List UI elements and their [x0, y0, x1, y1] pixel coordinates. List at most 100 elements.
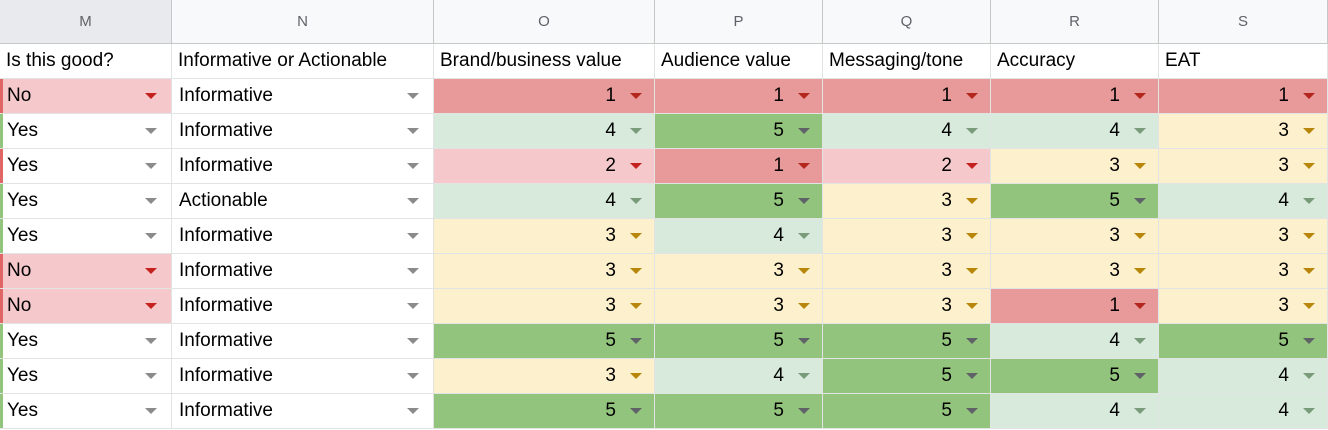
dropdown-arrow-icon[interactable] [1303, 338, 1315, 344]
eat-score-dropdown[interactable]: 3 [1159, 289, 1328, 324]
dropdown-arrow-icon[interactable] [798, 408, 810, 414]
audience-value-score-dropdown[interactable]: 3 [655, 254, 823, 289]
brand-value-score-dropdown[interactable]: 1 [434, 79, 655, 114]
dropdown-arrow-icon[interactable] [966, 93, 978, 99]
audience-value-score-dropdown[interactable]: 5 [655, 184, 823, 219]
dropdown-arrow-icon[interactable] [630, 268, 642, 274]
dropdown-arrow-icon[interactable] [798, 303, 810, 309]
eat-score-dropdown[interactable]: 4 [1159, 184, 1328, 219]
accuracy-score-dropdown[interactable]: 1 [991, 79, 1159, 114]
audience-value-score-dropdown[interactable]: 4 [655, 219, 823, 254]
is-good-dropdown[interactable]: Yes [0, 184, 172, 219]
dropdown-arrow-icon[interactable] [1303, 268, 1315, 274]
column-header-o[interactable]: O [434, 0, 655, 44]
audience-value-score-dropdown[interactable]: 1 [655, 79, 823, 114]
audience-value-score-dropdown[interactable]: 5 [655, 324, 823, 359]
messaging-tone-score-dropdown[interactable]: 3 [823, 254, 991, 289]
is-good-dropdown[interactable]: Yes [0, 324, 172, 359]
dropdown-arrow-icon[interactable] [798, 93, 810, 99]
dropdown-arrow-icon[interactable] [1134, 93, 1146, 99]
is-good-dropdown[interactable]: Yes [0, 114, 172, 149]
dropdown-arrow-icon[interactable] [966, 408, 978, 414]
column-header-m[interactable]: M [0, 0, 172, 44]
brand-value-score-dropdown[interactable]: 4 [434, 114, 655, 149]
is-good-dropdown[interactable]: Yes [0, 219, 172, 254]
dropdown-arrow-icon[interactable] [966, 303, 978, 309]
audience-value-score-dropdown[interactable]: 5 [655, 394, 823, 429]
dropdown-arrow-icon[interactable] [1134, 268, 1146, 274]
dropdown-arrow-icon[interactable] [145, 338, 157, 344]
informative-actionable-dropdown[interactable]: Informative [172, 79, 434, 114]
dropdown-arrow-icon[interactable] [630, 93, 642, 99]
header-cell-audience-value[interactable]: Audience value [655, 44, 823, 79]
accuracy-score-dropdown[interactable]: 5 [991, 359, 1159, 394]
dropdown-arrow-icon[interactable] [966, 338, 978, 344]
is-good-dropdown[interactable]: No [0, 254, 172, 289]
brand-value-score-dropdown[interactable]: 2 [434, 149, 655, 184]
dropdown-arrow-icon[interactable] [407, 163, 419, 169]
dropdown-arrow-icon[interactable] [1303, 198, 1315, 204]
column-header-n[interactable]: N [172, 0, 434, 44]
dropdown-arrow-icon[interactable] [630, 338, 642, 344]
accuracy-score-dropdown[interactable]: 4 [991, 324, 1159, 359]
dropdown-arrow-icon[interactable] [630, 198, 642, 204]
dropdown-arrow-icon[interactable] [1303, 163, 1315, 169]
eat-score-dropdown[interactable]: 3 [1159, 254, 1328, 289]
informative-actionable-dropdown[interactable]: Informative [172, 324, 434, 359]
dropdown-arrow-icon[interactable] [1134, 163, 1146, 169]
dropdown-arrow-icon[interactable] [145, 268, 157, 274]
header-cell-eat[interactable]: EAT [1159, 44, 1328, 79]
brand-value-score-dropdown[interactable]: 5 [434, 324, 655, 359]
messaging-tone-score-dropdown[interactable]: 3 [823, 219, 991, 254]
dropdown-arrow-icon[interactable] [630, 163, 642, 169]
dropdown-arrow-icon[interactable] [145, 373, 157, 379]
dropdown-arrow-icon[interactable] [630, 233, 642, 239]
messaging-tone-score-dropdown[interactable]: 1 [823, 79, 991, 114]
brand-value-score-dropdown[interactable]: 3 [434, 289, 655, 324]
dropdown-arrow-icon[interactable] [145, 198, 157, 204]
accuracy-score-dropdown[interactable]: 3 [991, 149, 1159, 184]
dropdown-arrow-icon[interactable] [1303, 373, 1315, 379]
dropdown-arrow-icon[interactable] [407, 233, 419, 239]
accuracy-score-dropdown[interactable]: 4 [991, 114, 1159, 149]
dropdown-arrow-icon[interactable] [407, 198, 419, 204]
dropdown-arrow-icon[interactable] [407, 128, 419, 134]
eat-score-dropdown[interactable]: 4 [1159, 394, 1328, 429]
dropdown-arrow-icon[interactable] [630, 303, 642, 309]
header-cell-informative-actionable[interactable]: Informative or Actionable [172, 44, 434, 79]
dropdown-arrow-icon[interactable] [966, 233, 978, 239]
eat-score-dropdown[interactable]: 3 [1159, 149, 1328, 184]
informative-actionable-dropdown[interactable]: Informative [172, 289, 434, 324]
informative-actionable-dropdown[interactable]: Informative [172, 149, 434, 184]
dropdown-arrow-icon[interactable] [1303, 303, 1315, 309]
brand-value-score-dropdown[interactable]: 3 [434, 359, 655, 394]
dropdown-arrow-icon[interactable] [1303, 93, 1315, 99]
brand-value-score-dropdown[interactable]: 3 [434, 254, 655, 289]
column-header-s[interactable]: S [1159, 0, 1328, 44]
eat-score-dropdown[interactable]: 3 [1159, 219, 1328, 254]
dropdown-arrow-icon[interactable] [1303, 408, 1315, 414]
dropdown-arrow-icon[interactable] [798, 198, 810, 204]
eat-score-dropdown[interactable]: 4 [1159, 359, 1328, 394]
dropdown-arrow-icon[interactable] [798, 373, 810, 379]
dropdown-arrow-icon[interactable] [407, 93, 419, 99]
dropdown-arrow-icon[interactable] [407, 408, 419, 414]
messaging-tone-score-dropdown[interactable]: 4 [823, 114, 991, 149]
dropdown-arrow-icon[interactable] [798, 338, 810, 344]
accuracy-score-dropdown[interactable]: 5 [991, 184, 1159, 219]
accuracy-score-dropdown[interactable]: 3 [991, 219, 1159, 254]
dropdown-arrow-icon[interactable] [1134, 303, 1146, 309]
informative-actionable-dropdown[interactable]: Informative [172, 254, 434, 289]
brand-value-score-dropdown[interactable]: 4 [434, 184, 655, 219]
informative-actionable-dropdown[interactable]: Actionable [172, 184, 434, 219]
messaging-tone-score-dropdown[interactable]: 3 [823, 289, 991, 324]
header-cell-is-good[interactable]: Is this good? [0, 44, 172, 79]
brand-value-score-dropdown[interactable]: 3 [434, 219, 655, 254]
dropdown-arrow-icon[interactable] [798, 233, 810, 239]
dropdown-arrow-icon[interactable] [966, 163, 978, 169]
dropdown-arrow-icon[interactable] [630, 408, 642, 414]
column-header-q[interactable]: Q [823, 0, 991, 44]
messaging-tone-score-dropdown[interactable]: 3 [823, 184, 991, 219]
dropdown-arrow-icon[interactable] [798, 128, 810, 134]
dropdown-arrow-icon[interactable] [798, 268, 810, 274]
